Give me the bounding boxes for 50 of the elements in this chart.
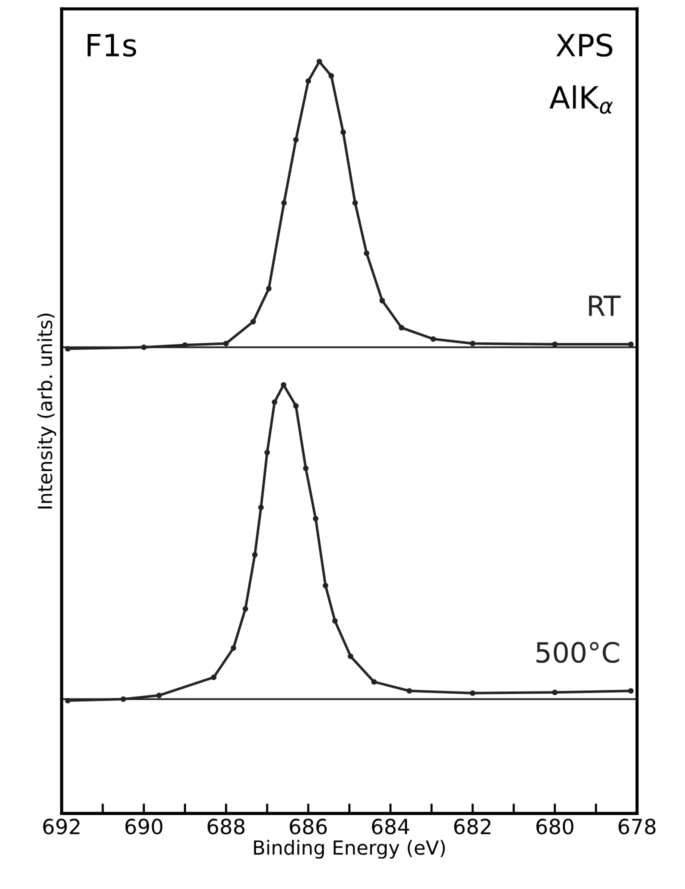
x-tick-label: 692 [43,818,80,834]
point [266,286,272,292]
point [340,129,346,135]
x-tick-label: 680 [536,818,574,834]
point [293,136,299,142]
point [352,200,358,206]
point [252,552,258,558]
point [552,690,558,696]
point [379,298,386,304]
series-label: RT [589,296,621,316]
point [280,382,286,388]
point [223,340,229,346]
point [398,324,404,330]
point [156,692,162,698]
text: F1s [88,34,136,57]
x-tick-label: 686 [290,818,327,834]
point [293,403,299,409]
point [258,504,264,510]
point [322,582,328,588]
text: XPS [556,34,612,57]
point [470,690,476,696]
point [348,654,354,660]
point [328,73,334,79]
point [312,516,318,522]
point [210,674,216,680]
x-tick-label: 688 [208,818,245,834]
point [250,318,256,324]
x-tick-label: 690 [125,818,162,834]
x-tick-label: 682 [454,818,490,834]
point [303,466,309,472]
point [264,450,270,456]
point [230,645,236,651]
x-axis-title: Binding Energy (eV) [254,840,445,859]
point [406,688,412,694]
point [371,679,377,685]
point [332,618,338,624]
point [470,340,476,346]
point [281,200,287,206]
point [316,58,322,64]
x-tick-label: 684 [372,818,410,834]
x-tick-label: 678 [618,818,656,834]
point [272,399,278,405]
point [430,336,436,342]
annotation: AlK$_{α}$ [549,85,613,114]
point [242,606,248,612]
y-axis-title: Intensity (arb. units) [37,314,56,508]
point [305,78,312,84]
point [364,250,370,256]
series-label: 500°C [536,642,620,663]
point [628,688,634,694]
